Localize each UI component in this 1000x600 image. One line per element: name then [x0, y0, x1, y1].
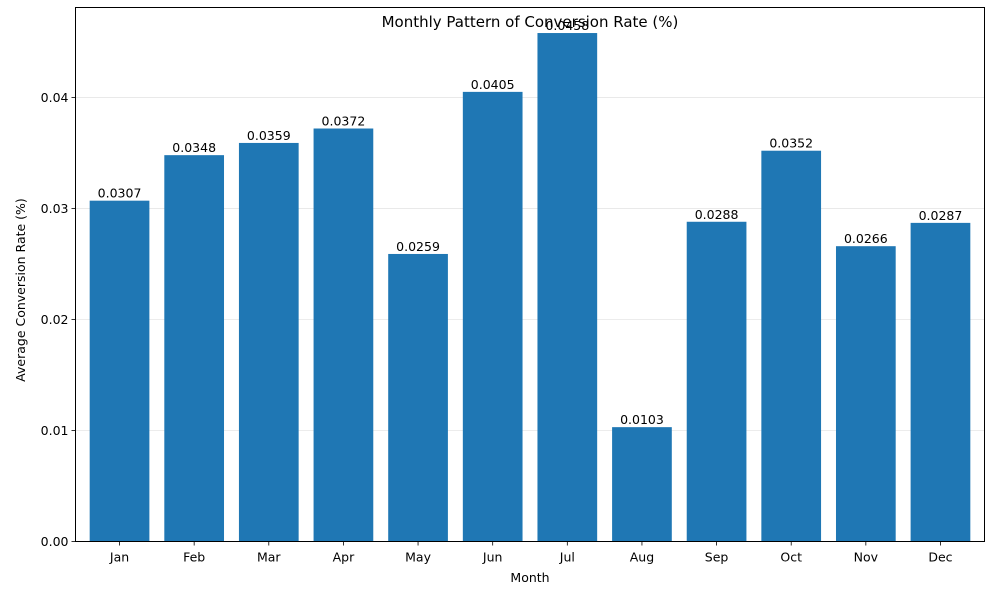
- plot-frame: [75, 7, 985, 542]
- data-label-feb: 0.0348: [172, 140, 216, 155]
- data-label-apr: 0.0372: [322, 114, 366, 129]
- y-tick-label: 0.00: [41, 534, 69, 549]
- bar-dec: [910, 222, 971, 542]
- x-axis-ticks: Jan Feb Mar Apr May Jun Jul Aug Sep Oct Nov Dec: [109, 541, 953, 565]
- x-tick-label-feb: Feb: [183, 550, 205, 565]
- data-label-sep: 0.0288: [695, 207, 739, 222]
- x-tick-label-aug: Aug: [630, 550, 654, 565]
- bar-may: [388, 253, 448, 542]
- data-label-oct: 0.0352: [769, 136, 813, 151]
- x-tick-label-apr: Apr: [333, 550, 355, 565]
- y-axis-label: Average Conversion Rate (%): [13, 198, 28, 382]
- data-label-mar: 0.0359: [247, 128, 291, 143]
- data-label-nov: 0.0266: [844, 231, 888, 246]
- x-tick-label-sep: Sep: [705, 550, 729, 565]
- bar-jun: [462, 91, 523, 542]
- x-tick-label-jun: Jun: [482, 550, 503, 565]
- y-tick-label: 0.03: [41, 201, 69, 216]
- x-tick-label-jul: Jul: [559, 550, 575, 565]
- x-tick-label-mar: Mar: [257, 550, 281, 565]
- x-tick-label-oct: Oct: [780, 550, 802, 565]
- x-tick-label-dec: Dec: [928, 550, 952, 565]
- chart-title: Monthly Pattern of Conversion Rate (%): [382, 13, 679, 31]
- bar-nov: [835, 246, 896, 542]
- data-label-jun: 0.0405: [471, 77, 515, 92]
- y-axis-ticks: 0.00 0.01 0.02 0.03 0.04: [41, 90, 76, 549]
- y-tick-label: 0.04: [41, 90, 69, 105]
- x-tick-label-may: May: [405, 550, 431, 565]
- bar-mar: [238, 142, 299, 542]
- bars: [89, 33, 971, 542]
- data-label-may: 0.0259: [396, 239, 440, 254]
- y-tick-label: 0.02: [41, 312, 69, 327]
- x-tick-label-jan: Jan: [109, 550, 129, 565]
- gridlines: [75, 97, 985, 431]
- bar-jan: [89, 200, 150, 542]
- data-label-jul: 0.0458: [545, 18, 589, 33]
- y-tick-label: 0.01: [41, 423, 69, 438]
- data-labels: 0.0307 0.0348 0.0359 0.0372 0.0259 0.0405 0.04…: [98, 18, 963, 427]
- data-label-aug: 0.0103: [620, 412, 664, 427]
- bar-apr: [313, 128, 374, 542]
- bar-feb: [164, 155, 225, 542]
- x-axis-label: Month: [510, 570, 549, 585]
- bar-oct: [761, 150, 822, 542]
- x-tick-label-nov: Nov: [854, 550, 879, 565]
- data-label-jan: 0.0307: [98, 186, 142, 201]
- bar-aug: [612, 427, 672, 542]
- bar-sep: [686, 221, 747, 542]
- data-label-dec: 0.0287: [919, 208, 963, 223]
- bar-jul: [537, 33, 598, 542]
